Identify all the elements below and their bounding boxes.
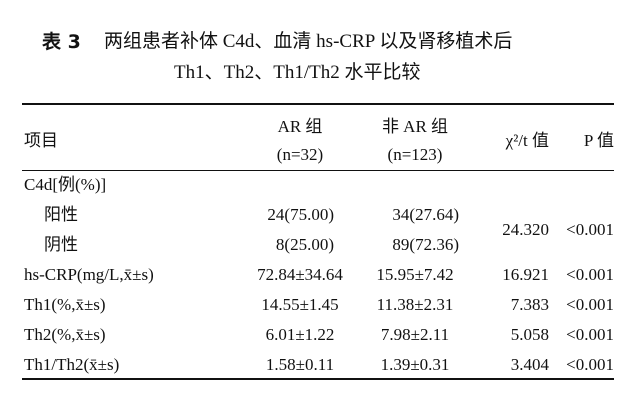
cell: 15.95±7.42 — [376, 265, 454, 284]
cell: 89(72.36) — [392, 235, 459, 254]
stat-cell: 7.383 — [510, 295, 549, 314]
header-p: P 值 — [583, 131, 614, 150]
row-label: hs-CRP(mg/L,x̄±s) — [24, 265, 154, 284]
cell: 34(27.64) — [392, 205, 459, 224]
cell: 11.38±2.31 — [376, 295, 454, 314]
cell: 14.55±1.45 — [261, 295, 339, 314]
row-label: Th1(%,x̄±s) — [24, 295, 106, 314]
cell: 6.01±1.22 — [265, 325, 335, 344]
cell: 7.98±2.11 — [380, 325, 450, 344]
title: Th1、Th2、Th1/Th2 水平比较 — [174, 62, 421, 83]
title: 两组患者补体 C4d、血清 hs-CRP 以及肾移植术后 — [104, 31, 513, 52]
p-cell: <0.001 — [566, 295, 614, 314]
p-cell: <0.001 — [566, 220, 614, 239]
stat-cell: 3.404 — [510, 355, 549, 374]
stat-cell: 24.320 — [502, 220, 549, 239]
stat-cell: 5.058 — [510, 325, 549, 344]
p-cell: <0.001 — [566, 355, 614, 374]
header-group: 非 AR 组 — [381, 117, 449, 136]
sub-row-label: 阳性 — [44, 205, 78, 224]
cell: 72.84±34.64 — [257, 265, 343, 284]
header-item: 项目 — [24, 131, 58, 150]
header-rule — [22, 170, 614, 171]
header-n: (n=32) — [276, 145, 324, 164]
cell: 1.39±0.31 — [380, 355, 450, 374]
cell: 1.58±0.11 — [265, 355, 335, 374]
cell: 24(75.00) — [267, 205, 334, 224]
sub-row-label: 阴性 — [44, 235, 78, 254]
p-cell: <0.001 — [566, 325, 614, 344]
row-label: Th2(%,x̄±s) — [24, 325, 106, 344]
row-label: Th1/Th2(x̄±s) — [24, 355, 120, 374]
cell: 8(25.00) — [275, 235, 334, 254]
bottom-rule — [22, 378, 614, 380]
top-rule — [22, 103, 614, 105]
p-cell: <0.001 — [566, 265, 614, 284]
row-label: C4d[例(%)] — [24, 175, 107, 194]
header-stat: χ²/t 值 — [505, 131, 549, 150]
stat-cell: 16.921 — [502, 265, 549, 284]
table-label: 表 3 — [42, 31, 81, 53]
header-group: AR 组 — [277, 117, 323, 136]
header-n: (n=123) — [387, 145, 443, 164]
